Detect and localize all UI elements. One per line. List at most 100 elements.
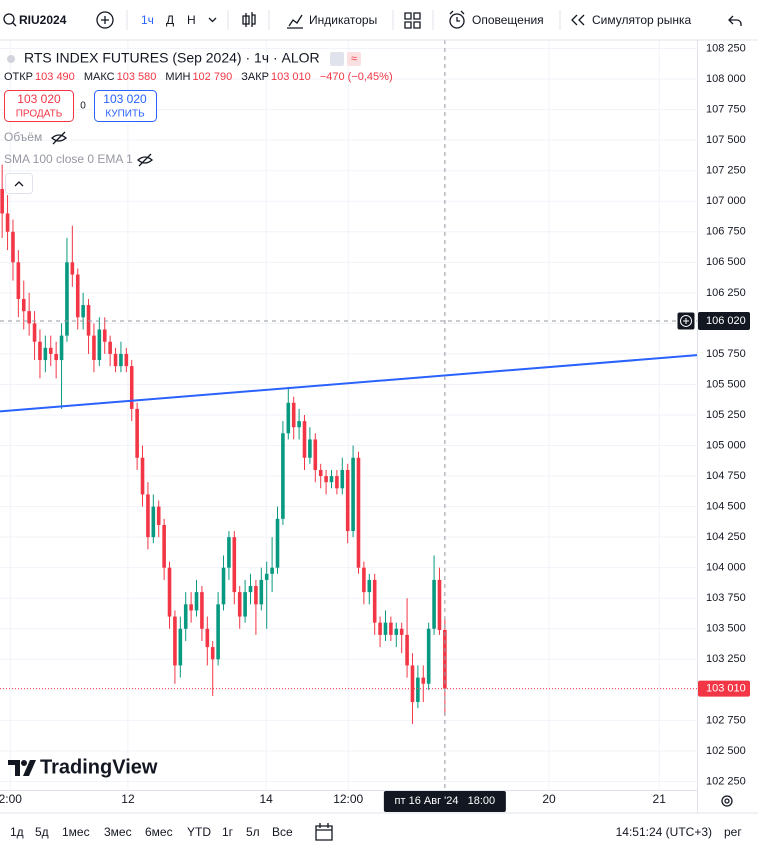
y-tick-label: 103 250 [706, 653, 746, 665]
range-button[interactable]: 3мес [104, 825, 132, 839]
range-button[interactable]: 5д [35, 825, 49, 839]
date-range[interactable] [315, 823, 333, 841]
symbol[interactable]: RIU2024 [19, 13, 67, 27]
x-tick-label: 14 [259, 792, 273, 806]
candle-body [259, 579, 264, 605]
candle-body [102, 329, 107, 342]
add-symbol[interactable] [96, 11, 114, 29]
alerts[interactable]: Оповещения [472, 13, 544, 27]
range-button[interactable]: YTD [187, 825, 211, 839]
x-tick-label: 21 [653, 792, 667, 806]
candle-body [135, 408, 139, 458]
sell-button[interactable] [4, 90, 74, 122]
candle-body [48, 347, 53, 354]
add-alert-icon [680, 314, 692, 327]
change: −470 (−0,45%) [320, 71, 393, 83]
interval[interactable]: 1ч [141, 13, 154, 27]
candle-body [297, 421, 301, 428]
candle-body [156, 506, 161, 525]
collapse-icon [14, 181, 24, 187]
interval[interactable]: Н [187, 13, 196, 27]
candle-body [146, 494, 150, 538]
buy-button[interactable] [94, 90, 157, 122]
range-button[interactable]: 1д [10, 825, 24, 839]
candle-body [254, 586, 258, 605]
sma-indicator[interactable]: SMA 100 close 0 EMA 1 [4, 152, 133, 166]
candle-body [275, 518, 280, 568]
y-tick-label: 106 250 [706, 287, 746, 299]
y-tick-label: 103 750 [706, 592, 746, 604]
y-tick-label: 105 250 [706, 409, 746, 421]
range-button[interactable]: 1мес [62, 825, 90, 839]
indicators-icon[interactable] [287, 14, 303, 29]
candle-body [248, 586, 253, 593]
volume-indicator[interactable]: Объём [4, 130, 42, 144]
x-tick-label: 2:00 [0, 792, 22, 806]
y-tick-label: 106 750 [706, 226, 746, 238]
candle-body [16, 262, 21, 299]
ohlc-label: ЗАКР [241, 71, 269, 83]
candle-body [421, 677, 426, 684]
flag[interactable] [330, 52, 344, 66]
indicators[interactable]: Индикаторы [309, 13, 377, 27]
candle-body [38, 341, 42, 361]
bottom-bar: 1д 5д 1мес 3мес 6мес YTD 1г 5л Все [10, 825, 293, 839]
range-button[interactable]: 5л [246, 825, 260, 839]
candle-body [178, 628, 183, 666]
hidden-icon[interactable] [137, 153, 153, 167]
y-tick-label: 104 000 [706, 562, 746, 574]
interval[interactable]: Д [166, 13, 174, 27]
ohlc-value: 103 490 [35, 71, 75, 83]
crosshair-price-label: 106 020 [706, 315, 746, 327]
candle-body [75, 274, 80, 318]
undo[interactable] [728, 15, 742, 26]
range-button[interactable]: Все [272, 825, 293, 839]
candle-body [399, 628, 404, 635]
search-icon[interactable] [3, 13, 15, 25]
y-tick-label: 105 750 [706, 348, 746, 360]
y-tick-label: 103 500 [706, 623, 746, 635]
y-tick-label: 104 500 [706, 501, 746, 513]
crosshair-price-badge [698, 311, 750, 330]
flag[interactable] [347, 52, 361, 66]
hidden-icon[interactable] [51, 131, 67, 145]
candle-body [129, 366, 134, 409]
y-tick-label: 108 000 [706, 73, 746, 85]
candle-body [437, 579, 442, 630]
candle-body [335, 476, 339, 489]
alerts-icon[interactable] [449, 13, 465, 29]
y-tick-label: 107 500 [706, 134, 746, 146]
interval-menu[interactable] [208, 17, 217, 23]
candle-body [140, 457, 145, 495]
market-status [7, 55, 15, 63]
replay-icon[interactable] [571, 14, 585, 26]
candle-body [0, 189, 4, 214]
collapse-button[interactable] [5, 173, 33, 194]
candle-body [308, 439, 312, 458]
replay[interactable]: Симулятор рынка [592, 13, 691, 27]
candle-body [318, 469, 323, 477]
candle-body [416, 677, 420, 703]
candle-body [362, 567, 366, 593]
settings[interactable] [721, 795, 733, 807]
logo [21, 760, 27, 766]
range-button[interactable]: 6мес [145, 825, 173, 839]
y-tick-label: 102 500 [706, 745, 746, 757]
layout-icon[interactable] [404, 12, 421, 29]
scale-mode[interactable]: рег [724, 825, 742, 839]
candle-body [394, 628, 399, 635]
candle-body [270, 567, 274, 574]
y-tick-label: 104 250 [706, 531, 746, 543]
ohlc-value: 103 580 [117, 71, 157, 83]
candle-body [162, 524, 166, 568]
candle-body [200, 592, 204, 629]
candle-body [97, 329, 102, 361]
ohlc-label: ОТКР [4, 71, 33, 83]
candle-body [216, 604, 220, 660]
range-button[interactable]: 1г [222, 825, 234, 839]
candle-body [432, 579, 436, 629]
y-tick-label: 105 000 [706, 439, 746, 451]
chart-type[interactable] [242, 12, 256, 27]
trend-line [0, 354, 698, 413]
